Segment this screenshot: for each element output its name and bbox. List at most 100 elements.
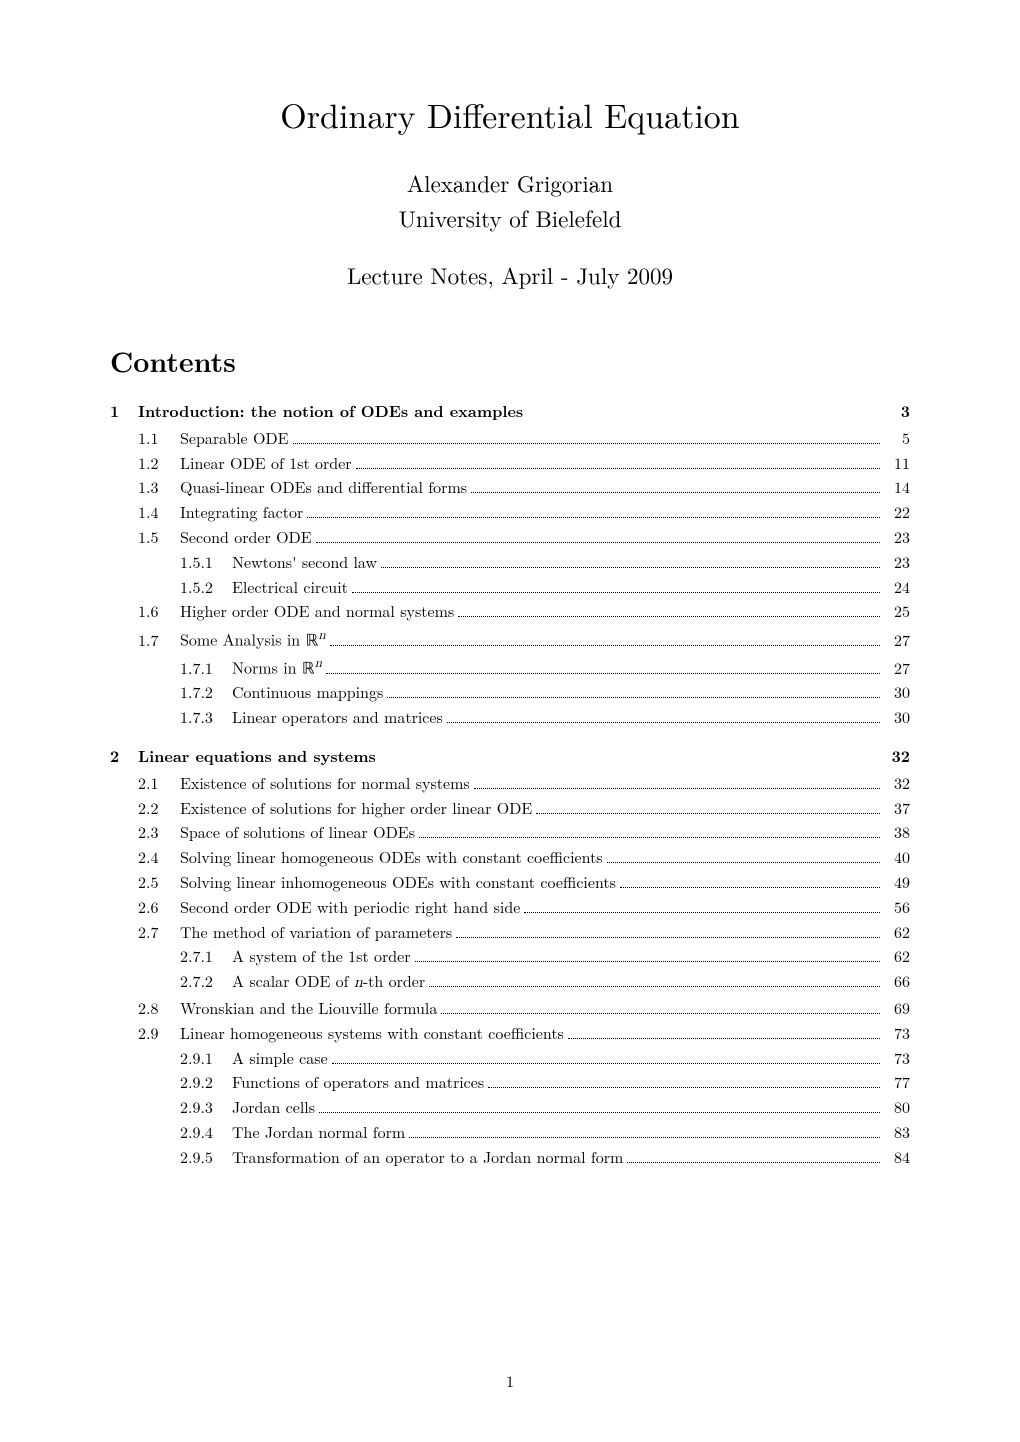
toc-entry-number: 1.4 — [138, 500, 180, 525]
toc-entry-label: Functions of operators and matrices — [232, 1070, 484, 1095]
toc-entry-page: 62 — [884, 944, 910, 969]
toc-entry-number: 2.7.2 — [180, 969, 232, 994]
toc-entry-label: The method of variation of parameters — [180, 920, 452, 945]
toc-leader-dots — [488, 1073, 880, 1088]
toc-entry-page: 5 — [884, 426, 910, 451]
toc-entry-page: 73 — [884, 1021, 910, 1046]
toc-entry-page: 30 — [884, 705, 910, 730]
toc-leader-dots — [332, 1048, 880, 1063]
toc-entry-number: 2.3 — [138, 820, 180, 845]
toc-chapter-label: Introduction: the notion of ODEs and exa… — [138, 399, 884, 424]
lecture-notes-date: Lecture Notes, April - July 2009 — [110, 258, 910, 291]
document-title: Ordinary Differential Equation — [110, 90, 910, 138]
toc-leader-dots — [524, 897, 880, 912]
toc-section: 2.8Wronskian and the Liouville formula69 — [110, 996, 910, 1021]
page-container: Ordinary Differential Equation Alexander… — [0, 0, 1020, 1442]
toc-entry-page: 27 — [884, 656, 910, 681]
toc-subsection: 2.9.5Transformation of an operator to a … — [110, 1145, 910, 1170]
contents-heading: Contents — [110, 341, 910, 381]
toc-leader-dots — [356, 453, 880, 468]
toc-entry-label: Electrical circuit — [232, 575, 348, 600]
toc-entry-label: Second order ODE — [180, 525, 312, 550]
toc-entry-number: 2.2 — [138, 796, 180, 821]
toc-chapter: 2Linear equations and systems32 — [110, 744, 910, 769]
toc-entry-label: A simple case — [232, 1046, 328, 1071]
toc-entry-label: Solving linear inhomogeneous ODEs with c… — [180, 870, 616, 895]
toc-entry-page: 25 — [884, 599, 910, 624]
toc-leader-dots — [627, 1147, 880, 1162]
toc-entry-label: Solving linear homogeneous ODEs with con… — [180, 845, 603, 870]
toc-subsection: 2.7.2A scalar ODE of n-th order66 — [110, 969, 910, 996]
toc-subsection: 1.7.3Linear operators and matrices 30 — [110, 705, 910, 730]
toc-entry-label: Separable ODE — [180, 426, 289, 451]
toc-entry-number: 2.5 — [138, 870, 180, 895]
toc-entry-page: 24 — [884, 575, 910, 600]
toc-entry-page: 69 — [884, 996, 910, 1021]
toc-entry-page: 23 — [884, 550, 910, 575]
toc-section: 2.1Existence of solutions for normal sys… — [110, 771, 910, 796]
toc-entry-label: Existence of solutions for normal system… — [180, 771, 470, 796]
toc-entry-number: 1.6 — [138, 599, 180, 624]
toc-entry-number: 2.6 — [138, 895, 180, 920]
toc-subsection: 2.9.3Jordan cells80 — [110, 1095, 910, 1120]
toc-leader-dots — [326, 658, 880, 673]
toc-entry-page: 37 — [884, 796, 910, 821]
toc-entry-label: The Jordan normal form — [232, 1120, 405, 1145]
toc-entry-page: 38 — [884, 820, 910, 845]
toc-leader-dots — [471, 478, 880, 493]
toc-leader-dots — [456, 922, 880, 937]
toc-leader-dots — [607, 848, 880, 863]
toc-entry-number: 2.9.4 — [180, 1120, 232, 1145]
toc-leader-dots — [330, 630, 880, 645]
toc-entry-label: Integrating factor — [180, 500, 303, 525]
toc-subsection: 1.7.1Norms in ℝn27 — [110, 652, 910, 680]
toc-leader-dots — [381, 552, 880, 567]
toc-chapter-page: 32 — [884, 744, 910, 769]
toc-leader-dots — [536, 798, 880, 813]
toc-entry-number: 2.4 — [138, 845, 180, 870]
toc-subsection: 1.5.1Newtons' second law 23 — [110, 550, 910, 575]
toc-section: 1.3Quasi-linear ODEs and differential fo… — [110, 475, 910, 500]
toc-entry-label: Newtons' second law — [232, 550, 377, 575]
toc-entry-number: 2.1 — [138, 771, 180, 796]
toc-leader-dots — [319, 1098, 880, 1113]
toc-entry-label: Transformation of an operator to a Jorda… — [232, 1145, 623, 1170]
toc-entry-page: 49 — [884, 870, 910, 895]
toc-entry-page: 77 — [884, 1070, 910, 1095]
toc-leader-dots — [387, 683, 880, 698]
toc-entry-label: Space of solutions of linear ODEs — [180, 820, 415, 845]
toc-entry-number: 2.9 — [138, 1021, 180, 1046]
toc-leader-dots — [568, 1023, 880, 1038]
toc-section: 1.2Linear ODE of 1st order11 — [110, 451, 910, 476]
toc-section: 1.6Higher order ODE and normal systems25 — [110, 599, 910, 624]
toc-entry-number: 2.9.1 — [180, 1046, 232, 1071]
toc-entry-label: Existence of solutions for higher order … — [180, 796, 532, 821]
toc-entry-number: 1.5.1 — [180, 550, 232, 575]
toc-entry-label: Linear operators and matrices — [232, 705, 443, 730]
toc-entry-page: 27 — [884, 628, 910, 653]
toc-section: 1.1Separable ODE5 — [110, 426, 910, 451]
toc-entry-page: 56 — [884, 895, 910, 920]
toc-entry-page: 14 — [884, 475, 910, 500]
toc-section: 2.2Existence of solutions for higher ord… — [110, 796, 910, 821]
toc-entry-label: Some Analysis in ℝn — [180, 624, 326, 652]
toc-entry-page: 30 — [884, 680, 910, 705]
toc-entry-number: 1.7.3 — [180, 705, 232, 730]
toc-entry-number: 2.9.2 — [180, 1070, 232, 1095]
toc-chapter-page: 3 — [884, 399, 910, 424]
toc-chapter-label: Linear equations and systems — [138, 744, 884, 769]
toc-entry-page: 66 — [884, 969, 910, 994]
toc-entry-label: Second order ODE with periodic right han… — [180, 895, 520, 920]
toc-subsection: 1.5.2Electrical circuit24 — [110, 575, 910, 600]
toc-entry-page: 40 — [884, 845, 910, 870]
toc-section: 1.7Some Analysis in ℝn27 — [110, 624, 910, 652]
toc-entry-number: 1.5 — [138, 525, 180, 550]
toc-entry-page: 32 — [884, 771, 910, 796]
toc-section: 1.5Second order ODE23 — [110, 525, 910, 550]
toc-entry-number: 2.7.1 — [180, 944, 232, 969]
toc-entry-number: 2.9.5 — [180, 1145, 232, 1170]
toc-section: 2.9Linear homogeneous systems with const… — [110, 1021, 910, 1046]
toc-entry-label: A system of the 1st order — [232, 944, 411, 969]
toc-subsection: 2.9.2Functions of operators and matrices… — [110, 1070, 910, 1095]
toc-entry-label: Linear homogeneous systems with constant… — [180, 1021, 564, 1046]
